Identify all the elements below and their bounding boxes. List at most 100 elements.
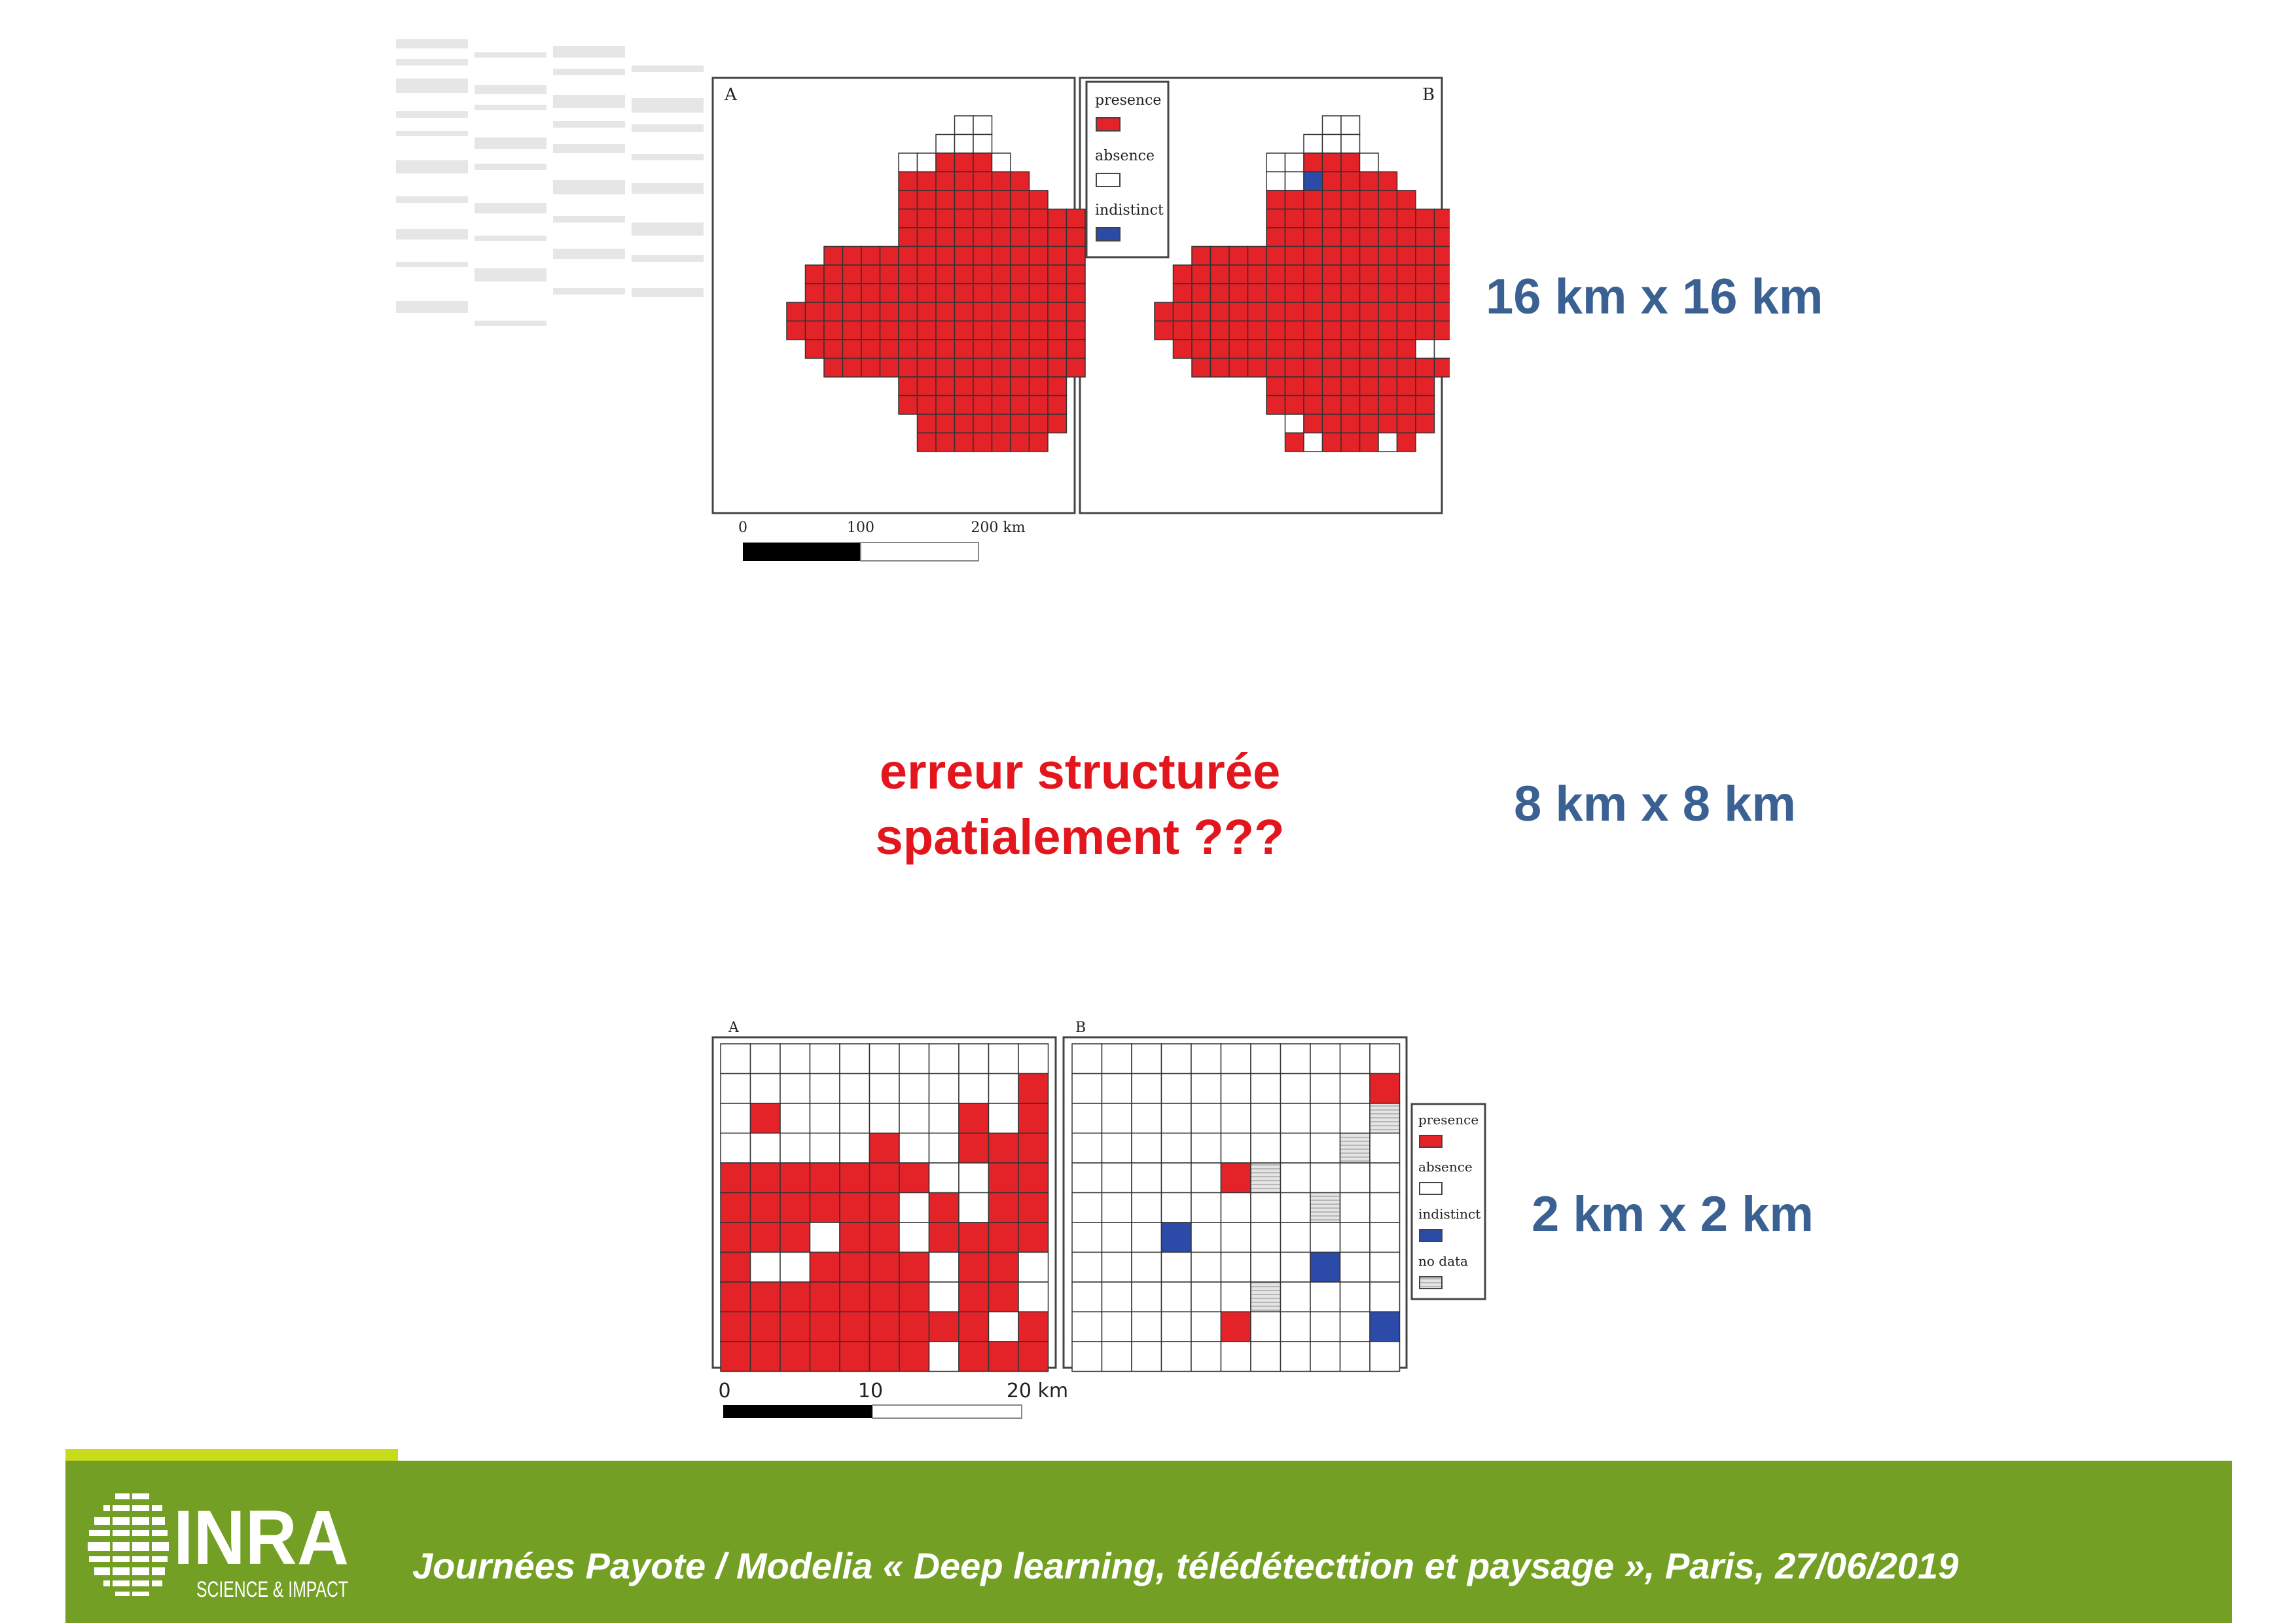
grid-presence-cell (973, 190, 993, 210)
grid-presence-cell (973, 376, 993, 397)
grid-presence-cell (973, 245, 993, 266)
inra-logo-tagline: SCIENCE & IMPACT (196, 1577, 348, 1602)
grid-presence-cell (879, 264, 899, 285)
grid-absence-cell (1220, 1073, 1251, 1104)
grid-presence-cell (954, 376, 974, 397)
grid-absence-cell (1220, 1222, 1251, 1253)
grid-presence-cell (973, 414, 993, 434)
grid-absence-cell (1018, 1281, 1049, 1313)
grid-presence-cell (720, 1192, 751, 1223)
grid-presence-cell (1396, 302, 1416, 322)
inra-logo-text: INRA (173, 1495, 349, 1581)
grid-presence-cell (1191, 302, 1211, 322)
grid-presence-cell (1359, 302, 1379, 322)
grid-absence-cell (1191, 1103, 1222, 1134)
grid-presence-cell (1303, 357, 1323, 378)
grid-presence-cell (1284, 227, 1304, 247)
grid-absence-cell (1160, 1043, 1192, 1075)
grid-absence-cell (869, 1073, 900, 1104)
grid-absence-cell (1131, 1341, 1162, 1372)
grid-presence-cell (869, 1222, 900, 1253)
grid-presence-cell (1010, 227, 1030, 247)
grid-presence-cell (958, 1281, 990, 1313)
grid-presence-cell (869, 1251, 900, 1283)
grid-presence-cell (1303, 302, 1323, 322)
grid-presence-cell (1210, 283, 1230, 303)
grid-presence-cell (869, 1192, 900, 1223)
grid-absence-cell (1321, 134, 1342, 154)
grid-presence-cell (916, 376, 937, 397)
grid-absence-cell (1220, 1132, 1251, 1164)
grid-presence-cell (1396, 357, 1416, 378)
grid-absence-cell (1071, 1043, 1103, 1075)
grid-presence-cell (1247, 339, 1267, 359)
grid-presence-cell (1154, 302, 1174, 322)
grid-absence-cell (958, 1162, 990, 1194)
grid-presence-cell (991, 283, 1011, 303)
grid-presence-cell (954, 302, 974, 322)
grid-presence-cell (1210, 357, 1230, 378)
grid-presence-cell (1433, 208, 1450, 228)
grid-presence-cell (1369, 1073, 1401, 1104)
grid-presence-cell (899, 1341, 930, 1372)
grid-presence-cell (973, 227, 993, 247)
grid-presence-cell (935, 171, 956, 191)
grid-presence-cell (1284, 357, 1304, 378)
map-16km-panel-a-label: A (724, 85, 738, 105)
grid-presence-cell (1172, 264, 1193, 285)
footer-bar (65, 1461, 2232, 1623)
grid-absence-cell (720, 1073, 751, 1104)
grid-presence-cell (780, 1162, 811, 1194)
grid-absence-cell (928, 1073, 960, 1104)
grid-absence-cell (1191, 1222, 1222, 1253)
grid-presence-cell (991, 395, 1011, 415)
grid-absence-cell (1339, 1043, 1371, 1075)
grid-presence-cell (749, 1311, 781, 1342)
grid-absence-cell (1280, 1043, 1311, 1075)
grid-presence-cell (898, 302, 918, 322)
grid-presence-cell (1433, 302, 1450, 322)
grid-presence-cell (958, 1103, 990, 1134)
grid-presence-cell (869, 1132, 900, 1164)
grid-presence-cell (928, 1222, 960, 1253)
grid-presence-cell (958, 1251, 990, 1283)
grid-absence-cell (780, 1043, 811, 1075)
grid-presence-cell (1340, 320, 1361, 340)
grid-presence-cell (1378, 245, 1398, 266)
grid-presence-cell (1229, 357, 1249, 378)
grid-presence-cell (1066, 227, 1086, 247)
grid-presence-cell (1378, 208, 1398, 228)
grid-absence-cell (1340, 115, 1361, 135)
grid-presence-cell (1359, 245, 1379, 266)
grid-absence-cell (1220, 1192, 1251, 1223)
grid-presence-cell (1028, 339, 1049, 359)
grid-presence-cell (1266, 302, 1286, 322)
grid-presence-cell (1066, 245, 1086, 266)
legend-indistinct-label: indistinct (1418, 1206, 1480, 1222)
grid-absence-cell (935, 134, 956, 154)
grid-presence-cell (1303, 208, 1323, 228)
grid-presence-cell (954, 264, 974, 285)
grid-presence-cell (935, 357, 956, 378)
map-16km-legend: presence absence indistinct (1085, 80, 1170, 259)
grid-presence-cell (1359, 283, 1379, 303)
grid-presence-cell (898, 208, 918, 228)
grid-presence-cell (1321, 152, 1342, 173)
grid-presence-cell (1028, 395, 1049, 415)
grid-presence-cell (916, 320, 937, 340)
grid-absence-cell (1339, 1162, 1371, 1194)
grid-presence-cell (1047, 395, 1067, 415)
grid-absence-cell (1191, 1311, 1222, 1342)
grid-absence-cell (1369, 1043, 1401, 1075)
grid-presence-cell (1047, 414, 1067, 434)
grid-no-data-cell (1250, 1162, 1282, 1194)
grid-absence-cell (1071, 1251, 1103, 1283)
grid-presence-cell (1266, 245, 1286, 266)
grid-presence-cell (720, 1311, 751, 1342)
grid-presence-cell (879, 339, 899, 359)
grid-presence-cell (1359, 320, 1379, 340)
grid-presence-cell (1396, 190, 1416, 210)
grid-presence-cell (991, 264, 1011, 285)
grid-presence-cell (879, 357, 899, 378)
grid-presence-cell (1229, 283, 1249, 303)
